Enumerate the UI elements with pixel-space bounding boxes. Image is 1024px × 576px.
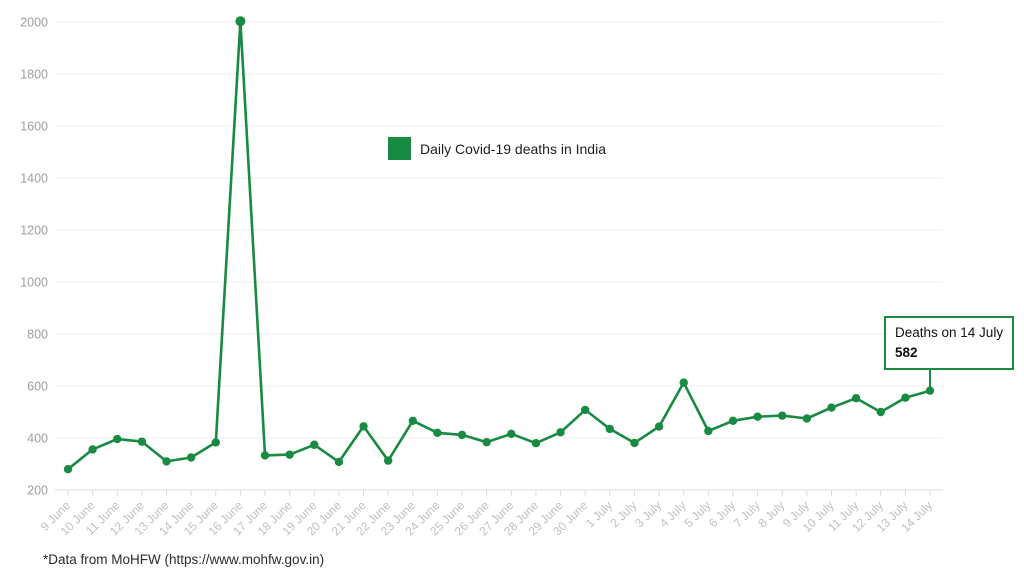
x-axis-tick-label: 8 July [755, 498, 787, 530]
data-point[interactable] [63, 465, 73, 474]
y-axis-tick-label: 1200 [20, 224, 48, 238]
data-point[interactable] [679, 378, 688, 387]
footer-note: *Data from MoHFW (https://www.mohfw.gov.… [43, 552, 325, 567]
data-point[interactable] [260, 451, 270, 460]
x-axis-tick-label: 3 July [632, 498, 664, 530]
data-point[interactable] [310, 440, 319, 449]
data-point[interactable] [211, 438, 220, 447]
x-axis-tick-label: 2 July [608, 498, 640, 530]
legend: Daily Covid-19 deaths in India [388, 137, 606, 160]
data-point[interactable] [876, 407, 885, 417]
callout-title: Deaths on 14 July [895, 325, 1004, 340]
data-point[interactable] [186, 453, 196, 462]
y-axis-tick-label: 600 [27, 380, 48, 394]
data-point[interactable] [654, 422, 664, 431]
data-point[interactable] [556, 428, 565, 437]
y-axis-tick-label: 800 [27, 328, 48, 342]
y-axis-tick-label: 2000 [20, 16, 48, 30]
legend-swatch-icon [388, 137, 411, 160]
data-point[interactable] [383, 456, 393, 465]
data-point[interactable] [334, 457, 344, 467]
x-axis-tick-label: 4 July [657, 498, 689, 530]
x-axis-tick-label: 7 July [731, 498, 763, 530]
legend-label: Daily Covid-19 deaths in India [420, 140, 606, 157]
data-point[interactable] [457, 430, 467, 440]
data-point[interactable] [728, 416, 738, 426]
series-line [66, 19, 932, 471]
data-point[interactable] [630, 438, 639, 448]
data-point[interactable] [507, 429, 516, 439]
data-point[interactable] [901, 393, 910, 402]
y-axis-tick-label: 400 [27, 432, 48, 446]
data-point[interactable] [802, 414, 812, 423]
y-axis-tick-label: 1600 [20, 120, 48, 134]
y-axis-tick-label: 1400 [20, 172, 48, 186]
data-point[interactable] [162, 457, 171, 466]
x-axis-tick-label: 1 July [583, 498, 615, 530]
data-point[interactable] [408, 416, 417, 426]
data-point[interactable] [285, 450, 294, 459]
callout-tooltip: Deaths on 14 July 582 [884, 316, 1015, 371]
x-axis-tick-label: 6 July [706, 498, 738, 530]
y-axis-tick-label: 1000 [20, 276, 48, 290]
data-point[interactable] [359, 422, 368, 431]
data-point[interactable] [531, 439, 541, 448]
data-point[interactable] [482, 437, 491, 447]
data-point[interactable] [113, 434, 122, 444]
data-point[interactable] [137, 437, 147, 446]
data-point[interactable] [88, 445, 97, 454]
callout-value: 582 [895, 344, 918, 360]
data-point[interactable] [581, 405, 590, 415]
data-point[interactable] [433, 428, 442, 437]
data-point[interactable] [235, 16, 246, 27]
data-point[interactable] [827, 403, 836, 412]
y-axis-tick-label: 1800 [20, 68, 48, 82]
data-point[interactable] [605, 424, 615, 434]
data-point[interactable] [851, 394, 861, 403]
x-axis-tick-label: 5 July [681, 498, 713, 530]
data-point[interactable] [778, 411, 787, 420]
data-point[interactable] [704, 426, 713, 436]
y-axis-tick-label: 200 [27, 484, 48, 498]
data-point[interactable] [753, 412, 762, 421]
data-point[interactable] [925, 386, 935, 395]
